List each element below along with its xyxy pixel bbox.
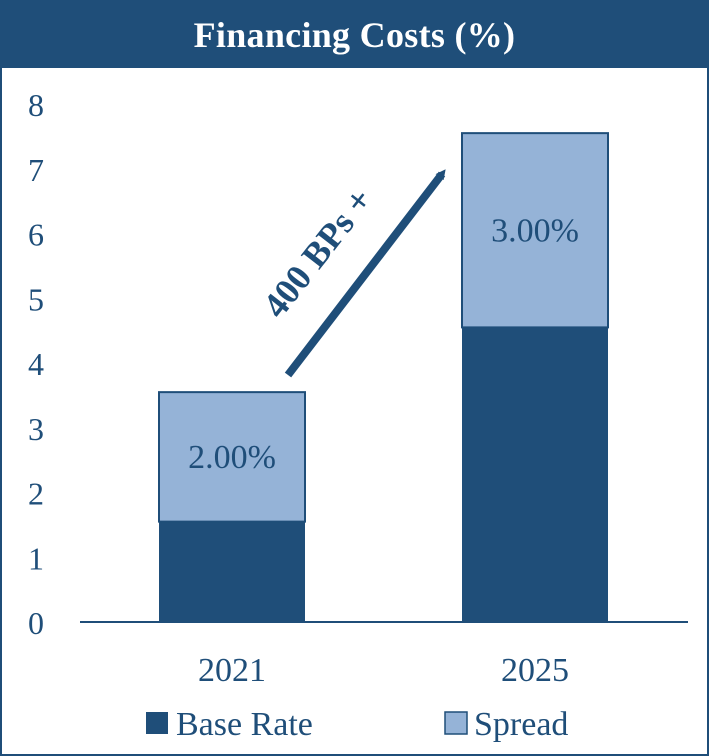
bar-spread-2025: [461, 132, 609, 329]
y-tick-label: 8: [28, 87, 44, 123]
y-tick-label: 5: [28, 281, 44, 317]
legend-swatch-spread: [444, 711, 468, 735]
legend-label-spread: Spread: [474, 706, 568, 743]
y-tick-label: 4: [28, 346, 44, 382]
annotation-label: 400 BPs +: [255, 180, 380, 325]
bar-spread-2021: [158, 391, 306, 523]
x-tick-label: 2025: [501, 652, 569, 689]
bars: 2.00% 3.00%: [158, 132, 609, 622]
annotation: 400 BPs +: [255, 169, 446, 378]
bar-base-rate-2025: [462, 327, 608, 622]
y-tick-label: 6: [28, 217, 44, 253]
legend-swatch-base-rate: [146, 712, 168, 734]
chart-title-bar: Financing Costs (%): [2, 2, 707, 68]
x-tick-label: 2021: [198, 652, 266, 689]
y-axis: 0 1 2 3 4 5 6 7 8: [28, 87, 44, 641]
legend-label-base-rate: Base Rate: [176, 706, 313, 743]
annotation-arrow: [284, 169, 446, 378]
chart-title: Financing Costs (%): [193, 15, 516, 55]
data-label-2021: 2.00%: [188, 439, 276, 476]
y-tick-label: 2: [28, 476, 44, 512]
x-axis: 2021 2025: [80, 621, 688, 689]
bar-base-rate-2021: [159, 521, 305, 622]
data-label-2025: 3.00%: [491, 212, 579, 249]
y-tick-label: 7: [28, 152, 44, 188]
legend: Base Rate Spread: [146, 706, 568, 743]
y-tick-label: 1: [28, 540, 44, 576]
y-tick-label: 0: [28, 605, 44, 641]
y-tick-label: 3: [28, 411, 44, 447]
